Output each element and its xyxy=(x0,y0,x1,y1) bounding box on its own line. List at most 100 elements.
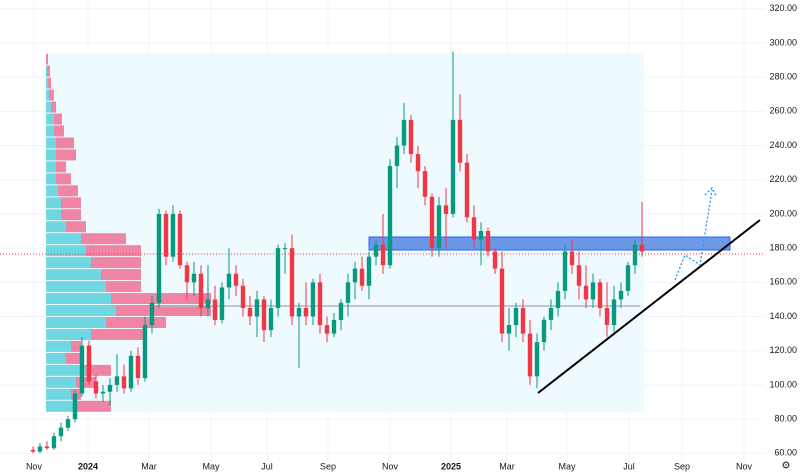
candle-body xyxy=(191,273,197,283)
profile-down xyxy=(55,149,76,161)
profile-up xyxy=(45,388,71,400)
candle-body xyxy=(212,299,218,320)
candle-body xyxy=(65,419,71,428)
candle-body xyxy=(310,282,316,317)
candle-body xyxy=(541,319,547,343)
candle-body xyxy=(632,244,638,266)
candle-body xyxy=(72,393,78,420)
resistance-zone xyxy=(368,236,731,251)
candle-body xyxy=(478,231,484,240)
candle-body xyxy=(198,273,204,308)
profile-up xyxy=(45,113,54,125)
candle-body xyxy=(625,265,631,291)
candle-body xyxy=(366,256,372,286)
candle-body xyxy=(261,299,267,331)
candle-body xyxy=(135,355,141,379)
candle-body xyxy=(128,355,134,389)
y-tick-label: 180.00 xyxy=(769,242,797,252)
profile-up xyxy=(45,317,106,328)
profile-up xyxy=(45,137,56,149)
profile-up xyxy=(45,340,71,352)
profile-up xyxy=(45,305,116,317)
arrow-head xyxy=(704,186,717,197)
candle-body xyxy=(58,427,64,437)
candle-body xyxy=(268,307,274,331)
profile-up xyxy=(45,221,66,233)
profile-up xyxy=(45,65,47,77)
profile-down xyxy=(53,125,64,137)
candle-body xyxy=(331,319,337,334)
profile-down xyxy=(55,173,71,185)
y-tick-label: 120.00 xyxy=(769,345,797,355)
candle-body xyxy=(394,145,400,167)
settings-icon[interactable]: ⚙ xyxy=(782,461,791,472)
profile-up xyxy=(45,364,86,376)
volume-profile xyxy=(45,53,645,413)
candle-body xyxy=(93,381,99,394)
trend-line xyxy=(537,219,761,394)
candle-body xyxy=(149,302,155,326)
candle-body xyxy=(51,436,57,449)
candle-body xyxy=(86,345,92,382)
profile-down xyxy=(60,197,81,209)
candle-body xyxy=(114,376,120,385)
profile-up xyxy=(45,376,76,388)
candle-body xyxy=(590,282,596,300)
y-tick-label: 60.00 xyxy=(774,448,797,458)
candle-body xyxy=(429,196,435,249)
candle-body xyxy=(303,307,309,317)
profile-up xyxy=(45,400,76,412)
profile-down xyxy=(115,305,211,317)
profile-up xyxy=(45,281,106,293)
candle-body xyxy=(219,287,225,320)
profile-down xyxy=(100,269,141,281)
candle-body xyxy=(30,449,36,452)
x-tick-label: Nov xyxy=(26,461,43,471)
candle-body xyxy=(121,376,127,389)
profile-up xyxy=(45,257,91,269)
profile-down xyxy=(75,376,96,388)
profile-up xyxy=(45,101,51,113)
value-area xyxy=(45,53,645,413)
x-tick-label: May xyxy=(559,461,577,471)
candle-body xyxy=(611,299,617,326)
candle-body xyxy=(247,307,253,317)
candle-body xyxy=(527,333,533,377)
candle-body xyxy=(359,268,365,286)
x-tick-label: 2025 xyxy=(441,461,461,471)
candle-body xyxy=(205,299,211,308)
candle-body xyxy=(506,325,512,334)
candle-body xyxy=(170,213,176,257)
profile-up xyxy=(45,173,56,185)
profile-down xyxy=(105,317,166,328)
candle-body xyxy=(618,290,624,300)
candle-body xyxy=(373,244,379,257)
candle-body xyxy=(597,282,603,308)
y-tick-label: 160.00 xyxy=(769,277,797,287)
profile-down xyxy=(50,101,56,113)
candle-body xyxy=(338,302,344,320)
profile-down xyxy=(53,113,62,125)
candle-body xyxy=(296,307,302,317)
candle-body xyxy=(436,205,442,249)
candle-body xyxy=(499,268,505,334)
profile-down xyxy=(75,400,111,412)
y-tick-label: 80.00 xyxy=(774,413,797,423)
profile-up xyxy=(45,209,61,221)
profile-up xyxy=(45,197,61,209)
y-tick-label: 300.00 xyxy=(769,37,797,47)
profile-up xyxy=(45,125,54,137)
x-tick-label: Sep xyxy=(320,461,336,471)
profile-down xyxy=(65,221,86,233)
profile-up xyxy=(45,269,101,281)
candle-body xyxy=(37,446,43,452)
y-tick-label: 200.00 xyxy=(769,208,797,218)
x-tick-label: Mar xyxy=(499,461,515,471)
y-tick-label: 140.00 xyxy=(769,311,797,321)
y-tick-label: 320.00 xyxy=(769,3,797,13)
candle-body xyxy=(604,307,610,326)
profile-down xyxy=(90,328,146,340)
profile-down xyxy=(55,161,66,173)
candle-body xyxy=(520,307,526,334)
